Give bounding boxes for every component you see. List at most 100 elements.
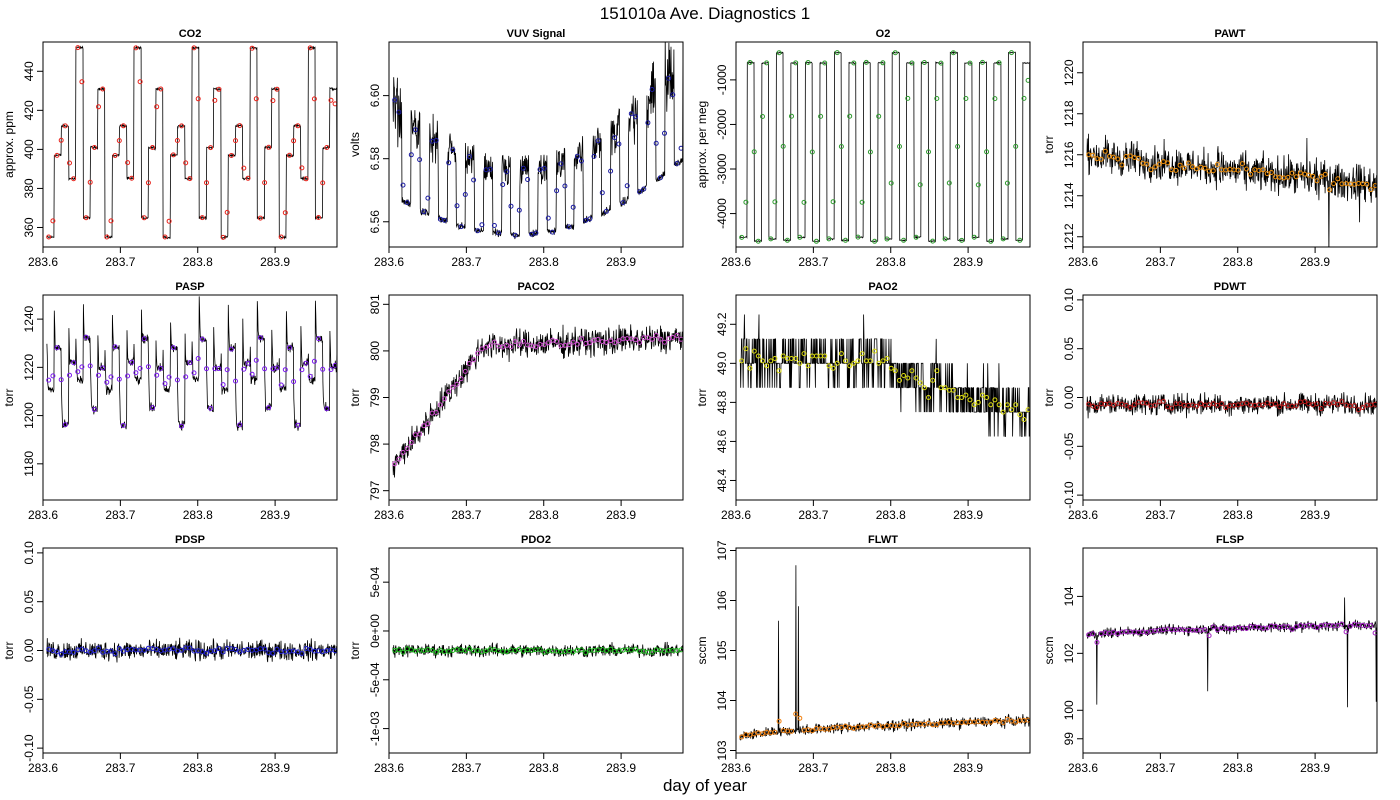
y-tick-label: -3000 [715,153,729,184]
average-point [1194,403,1200,409]
average-point [125,160,131,166]
y-axis-label: torr [2,641,16,659]
x-tick-label: 283.8 [1223,255,1253,269]
average-point [1004,716,1010,722]
average-point [179,647,185,653]
average-point [579,158,584,164]
average-point [46,234,52,240]
average-point [892,368,898,374]
average-point [917,380,923,386]
average-point [404,200,410,206]
y-tick-label: 104 [715,690,729,710]
average-point [1144,630,1150,635]
average-point [199,336,205,342]
y-tick-label: 0.05 [1062,337,1076,361]
x-tick-label: 283.6 [1068,508,1098,522]
average-point [174,138,180,143]
average-point [311,96,317,102]
average-point [257,215,263,221]
average-point [1177,162,1183,168]
average-point [199,649,205,655]
panel-vuv-signal: VUV Signal volts 283.6 283.7 283.8 283.9 6.56 6… [348,28,684,269]
average-point [1322,171,1328,177]
average-point [992,96,998,102]
x-tick-label: 283.9 [953,255,983,269]
average-point [446,160,452,166]
average-point [653,333,659,338]
x-tick-label: 283.7 [798,761,828,775]
average-point [984,395,990,400]
x-tick-label: 283.8 [183,761,213,775]
average-point [278,234,284,240]
panel-pdo2: PDO2 torr 283.6 283.7 283.8 283.9 -1e-03 -5e-04… [348,534,684,775]
average-point [108,218,114,224]
x-tick-label: 283.6 [374,508,404,522]
x-tick-label: 283.9 [606,508,636,522]
average-point [475,228,481,234]
panel-flsp: FLSP sccm 283.6 283.7 283.8 283.9 99 100 102 104 [1042,534,1378,775]
average-point [446,389,452,395]
average-point [328,367,334,372]
panel-pao2: PAO2 torr 283.6 283.7 283.8 283.9 48.4 48.6 48.8… [695,281,1031,522]
average-point [129,359,135,365]
panel-title: FLWT [868,534,898,546]
average-point [776,50,782,56]
x-tick-label: 283.8 [876,508,906,522]
average-point [520,648,526,654]
average-point [433,137,439,143]
average-point [145,180,151,186]
y-tick-label: 102 [1062,643,1076,663]
average-point [1248,171,1254,177]
average-point [620,200,626,206]
average-point [421,209,427,215]
average-point [1202,165,1208,171]
panel-title: CO2 [179,28,202,40]
average-point [295,123,301,129]
average-point [1260,402,1266,408]
average-point [216,646,222,652]
average-point [195,356,201,361]
average-point [170,646,176,652]
panel-title: PAO2 [868,281,897,293]
average-point [50,373,56,379]
average-point [257,335,263,341]
average-point [425,421,431,427]
average-point [780,353,786,359]
average-point [570,204,576,210]
average-point [253,96,259,102]
average-point [162,234,168,240]
average-point [83,334,89,340]
average-point [963,392,969,398]
average-point [204,650,209,656]
y-tick-label: -0.05 [1062,432,1076,460]
y-tick-label: 104 [1062,586,1076,606]
average-point [1289,170,1295,176]
average-point [413,127,418,133]
average-point [1004,180,1010,186]
average-point [116,646,122,651]
average-point [897,377,902,383]
x-tick-label: 283.8 [529,508,559,522]
x-tick-label: 283.7 [798,255,828,269]
average-point [249,45,255,51]
average-point [1009,50,1014,56]
average-point [158,86,164,92]
average-point [558,161,564,167]
average-point [1025,407,1030,413]
average-point [608,168,614,174]
average-point [83,215,89,221]
average-point [678,336,683,342]
average-point [851,60,857,66]
y-tick-label: 1220 [1062,59,1076,86]
average-point [583,217,589,223]
average-point [566,342,572,348]
average-point [880,60,886,66]
x-tick-label: 283.9 [953,761,983,775]
y-axis-label: approx. per meg [695,101,709,188]
average-point [512,232,518,238]
y-tick-label: 107 [715,540,729,560]
y-tick-label: 6.60 [368,84,382,108]
average-point [884,356,890,361]
average-point [1335,176,1341,182]
x-tick-label: 283.9 [1300,761,1330,775]
